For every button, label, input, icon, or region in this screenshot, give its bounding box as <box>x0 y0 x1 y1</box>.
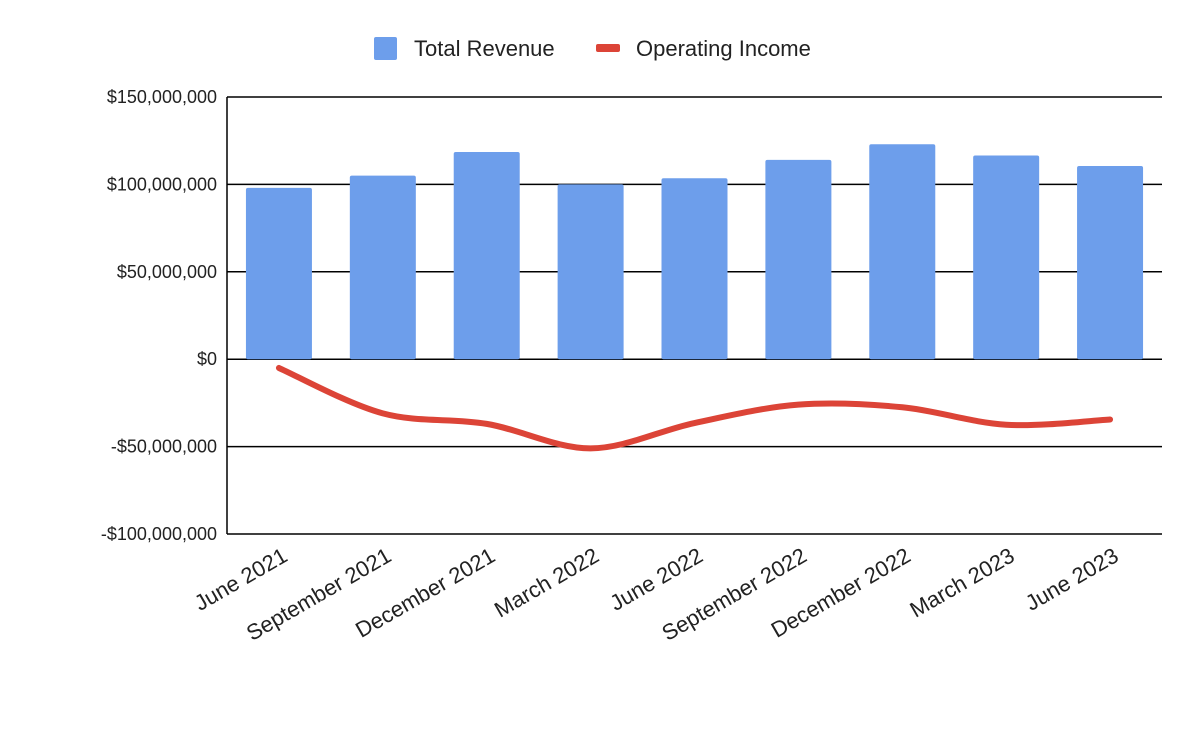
x-tick-label-june-2023: June 2023 <box>1021 543 1122 616</box>
y-tick-label: $100,000,000 <box>107 174 217 194</box>
bar-december-2021 <box>453 152 520 360</box>
legend-label-operating-income: Operating Income <box>636 36 811 61</box>
legend-swatch-total-revenue <box>374 37 397 60</box>
y-tick-label: $150,000,000 <box>107 87 217 107</box>
x-tick-label-march-2023: March 2023 <box>906 543 1019 623</box>
bar-december-2022 <box>869 144 936 360</box>
y-tick-label: $0 <box>197 349 217 369</box>
bar-march-2022 <box>557 184 624 360</box>
y-axis-tick-labels: $150,000,000 $100,000,000 $50,000,000 $0 -$5… <box>101 87 217 544</box>
bar-june-2022 <box>661 178 728 360</box>
line-operating-income <box>275 364 1114 452</box>
x-tick-label-march-2022: March 2022 <box>490 543 603 623</box>
legend-swatch-operating-income <box>596 44 620 52</box>
bar-june-2023 <box>1077 166 1144 360</box>
bar-march-2023 <box>973 155 1040 360</box>
bar-september-2022 <box>765 159 832 360</box>
legend-label-total-revenue: Total Revenue <box>414 36 555 61</box>
y-tick-label: -$50,000,000 <box>111 437 217 457</box>
legend: Total Revenue Operating Income <box>374 36 811 61</box>
line-operating-income-layer <box>275 364 1114 452</box>
bars-total-revenue <box>245 144 1144 360</box>
y-tick-label: -$100,000,000 <box>101 524 217 544</box>
y-tick-label: $50,000,000 <box>117 262 217 282</box>
bar-june-2021 <box>245 187 312 360</box>
bar-september-2021 <box>349 175 416 360</box>
